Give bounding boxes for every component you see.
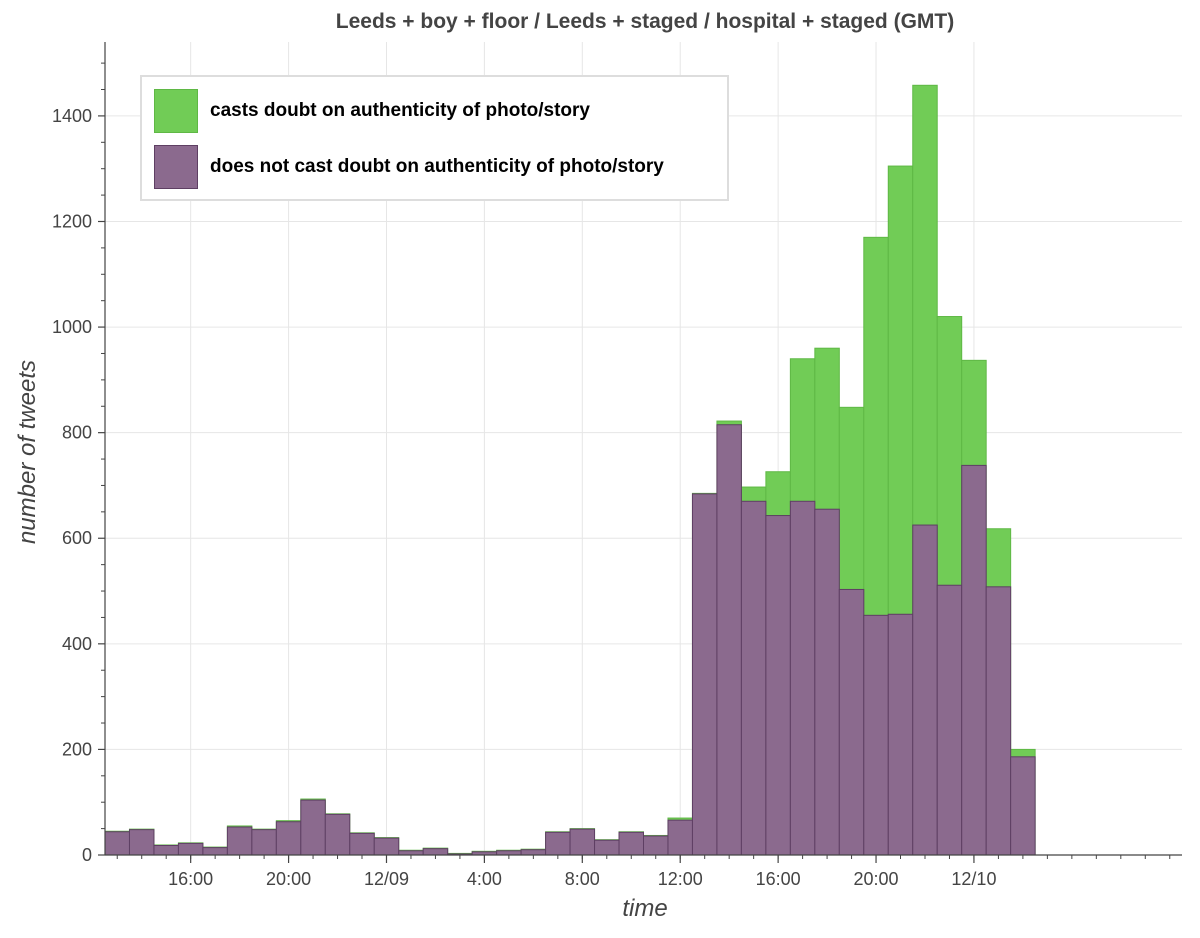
y-tick-label: 800 — [62, 423, 92, 443]
bar-no-doubt — [520, 849, 547, 856]
bar-no-doubt — [275, 821, 302, 856]
y-tick-label: 1400 — [52, 106, 92, 126]
legend: casts doubt on authenticity of photo/sto… — [140, 75, 729, 201]
bar-no-doubt — [373, 837, 400, 856]
bar-no-doubt — [912, 524, 938, 856]
bar-no-doubt — [104, 831, 130, 856]
bar-no-doubt — [838, 588, 865, 856]
y-tick-label: 600 — [62, 528, 92, 548]
bar-no-doubt — [643, 835, 669, 856]
bar-no-doubt — [422, 848, 449, 856]
legend-swatch-casts-doubt — [154, 89, 198, 133]
bar-no-doubt — [569, 828, 596, 856]
x-tick-label: 20:00 — [266, 869, 311, 889]
legend-item-casts-doubt: casts doubt on authenticity of photo/sto… — [154, 89, 590, 133]
bar-no-doubt — [765, 515, 791, 856]
x-tick-label: 12:00 — [658, 869, 703, 889]
bar-no-doubt — [985, 586, 1012, 856]
bar-no-doubt — [398, 850, 424, 856]
bar-no-doubt — [936, 584, 963, 856]
bar-no-doubt — [789, 500, 816, 856]
x-tick-label: 16:00 — [168, 869, 213, 889]
y-tick-label: 200 — [62, 739, 92, 759]
bar-no-doubt — [961, 464, 987, 856]
bar-no-doubt — [594, 839, 620, 856]
bar-no-doubt — [251, 829, 277, 856]
bar-no-doubt — [349, 832, 375, 856]
bar-no-doubt — [1010, 756, 1036, 856]
bars-no-doubt — [104, 424, 1036, 856]
bar-no-doubt — [496, 850, 522, 856]
bar-no-doubt — [716, 424, 742, 856]
legend-swatch-no-doubt — [154, 145, 198, 189]
x-tick-label: 8:00 — [565, 869, 600, 889]
x-tick-label: 12/09 — [364, 869, 409, 889]
bar-no-doubt — [618, 831, 644, 856]
y-tick-label: 0 — [82, 845, 92, 865]
bar-no-doubt — [128, 829, 155, 856]
bar-no-doubt — [863, 614, 889, 856]
bar-no-doubt — [226, 826, 253, 856]
bar-no-doubt — [177, 842, 204, 856]
bar-no-doubt — [545, 831, 571, 856]
x-tick-label: 16:00 — [756, 869, 801, 889]
bar-no-doubt — [691, 493, 718, 856]
x-axis-label: time — [622, 895, 668, 922]
bar-no-doubt — [324, 813, 351, 856]
chart-title: Leeds + boy + floor / Leeds + staged / h… — [335, 10, 955, 33]
y-axis-label: number of tweets — [14, 359, 41, 545]
y-tick-label: 1000 — [52, 317, 92, 337]
bar-no-doubt — [740, 500, 767, 856]
y-tick-label: 1200 — [52, 211, 92, 231]
legend-label-no-doubt: does not cast doubt on authenticity of p… — [210, 156, 664, 177]
legend-item-no-doubt: does not cast doubt on authenticity of p… — [154, 145, 664, 189]
bar-no-doubt — [887, 613, 914, 856]
x-tick-label: 20:00 — [854, 869, 899, 889]
bar-no-doubt — [300, 799, 326, 856]
bar-no-doubt — [202, 847, 228, 856]
legend-label-casts-doubt: casts doubt on authenticity of photo/sto… — [210, 100, 590, 121]
bar-no-doubt — [667, 819, 693, 856]
y-tick-label: 400 — [62, 634, 92, 654]
x-tick-label: 4:00 — [467, 869, 502, 889]
bar-no-doubt — [153, 844, 179, 856]
x-tick-label: 12/10 — [951, 869, 996, 889]
axes: 0 200 400 600 800 1000 1200 1400 16:00 20:00 12/09… — [52, 42, 1182, 889]
bar-no-doubt — [814, 508, 840, 856]
